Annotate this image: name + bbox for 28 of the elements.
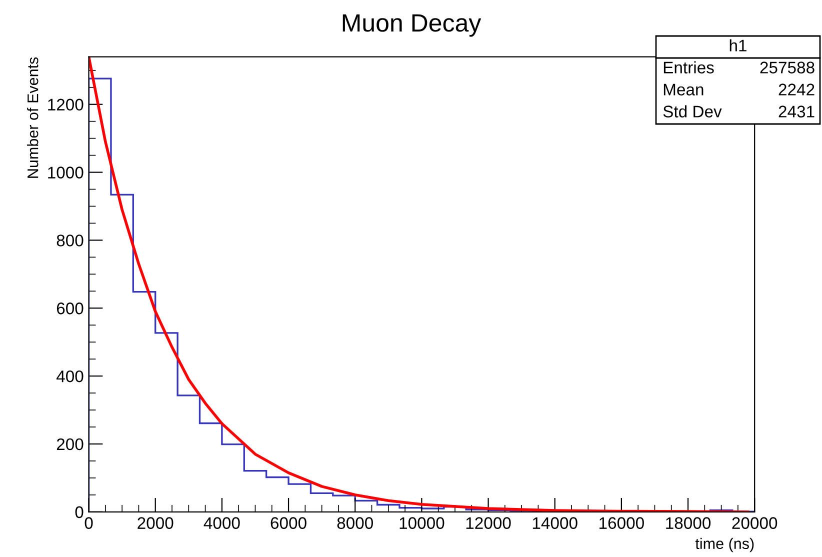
chart-title: Muon Decay: [342, 14, 482, 37]
annotation: Std Dev: [663, 105, 722, 118]
x-tick-label: 14000: [532, 517, 578, 529]
y-tick-label: 200: [56, 438, 84, 450]
x-tick-label: 12000: [466, 517, 511, 529]
x-tick-label: 16000: [600, 517, 644, 529]
y-tick-label: 800: [56, 234, 84, 246]
y-tick-label: 0: [75, 506, 84, 518]
x-tick-label: 8000: [337, 517, 373, 529]
x-tick-label: 18000: [666, 517, 711, 529]
text: 257588: [760, 62, 814, 74]
x-tick-label: 10000: [400, 517, 444, 529]
y-tick-label: 600: [56, 302, 84, 314]
text: h1: [730, 39, 746, 52]
y-axis-title: Number of Events: [27, 57, 38, 178]
y-tick-label: 1200: [48, 98, 84, 111]
annotation: Mean: [664, 84, 704, 96]
x-axis-title: time (ns): [695, 538, 754, 552]
x-tick-label: 0: [84, 517, 93, 529]
x-tick-label: 20000: [732, 517, 778, 529]
y-tick-label: 1000: [48, 166, 84, 178]
text: 2431: [778, 106, 814, 118]
x-tick-label: 2000: [138, 517, 174, 529]
x-tick-label: 4000: [204, 517, 240, 529]
annotation: Entries: [664, 61, 714, 74]
text: 2242: [778, 84, 814, 96]
x-tick-label: 6000: [270, 517, 306, 529]
y-tick-label: 400: [56, 370, 84, 382]
